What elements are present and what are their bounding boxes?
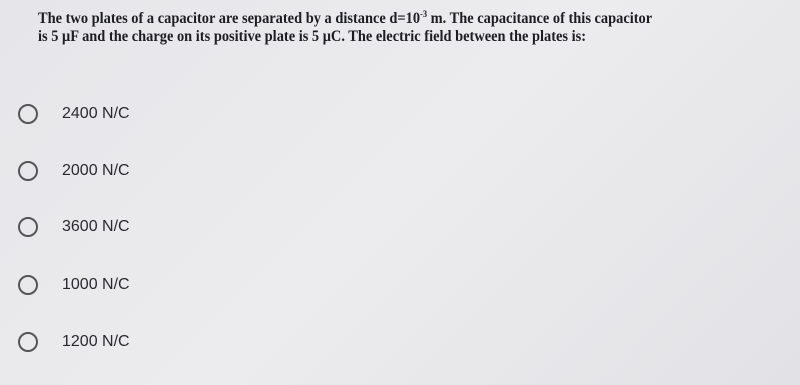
- option-label[interactable]: 3600 N/C: [62, 218, 130, 235]
- option-label[interactable]: 1200 N/C: [62, 333, 130, 350]
- option[interactable]: 1000 N/C: [18, 275, 130, 295]
- radio-button[interactable]: [18, 217, 38, 237]
- option[interactable]: 3600 N/C: [18, 217, 130, 237]
- option[interactable]: 2000 N/C: [18, 161, 130, 181]
- radio-button[interactable]: [18, 161, 38, 181]
- question-text: The two plates of a capacitor are separa…: [38, 10, 421, 27]
- option-label[interactable]: 2000 N/C: [62, 162, 130, 179]
- radio-button[interactable]: [18, 275, 38, 295]
- question-line: The two plates of a capacitor are separa…: [38, 10, 745, 28]
- radio-button[interactable]: [18, 332, 38, 352]
- option[interactable]: 2400 N/C: [18, 104, 130, 124]
- exponent: -3: [420, 9, 428, 19]
- option[interactable]: 1200 N/C: [18, 332, 130, 352]
- option-label[interactable]: 1000 N/C: [62, 276, 130, 293]
- question-line: is 5 μF and the charge on its positive p…: [38, 28, 587, 45]
- option-label[interactable]: 2400 N/C: [62, 105, 130, 122]
- radio-button[interactable]: [18, 104, 38, 124]
- question: The two plates of a capacitor are separa…: [38, 10, 745, 46]
- question-text: m. The capacitance of this capacitor: [427, 10, 653, 27]
